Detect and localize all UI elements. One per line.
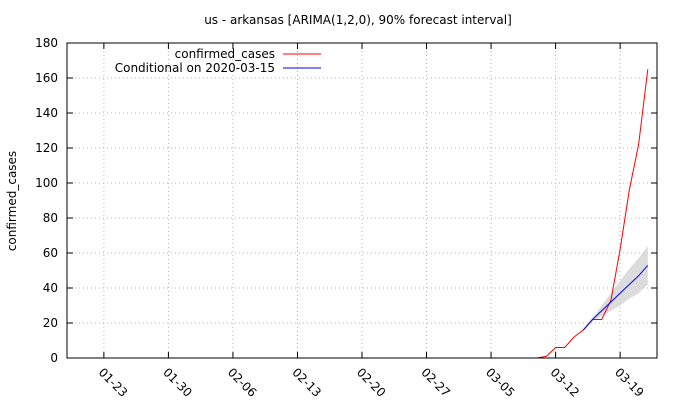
y-tick-label: 180 (35, 36, 58, 50)
y-axis-label: confirmed_cases (5, 151, 19, 251)
x-tick-label: 01-30 (160, 365, 195, 400)
chart-title: us - arkansas [ARIMA(1,2,0), 90% forecas… (204, 13, 512, 27)
x-tick-label: 02-13 (289, 365, 324, 400)
x-tick-label: 02-27 (418, 365, 453, 400)
legend-label-confirmed-cases: confirmed_cases (175, 47, 275, 61)
forecast-interval-layer (583, 246, 648, 330)
grid (67, 43, 657, 358)
y-tick-label: 120 (35, 141, 58, 155)
x-tick-label: 03-05 (483, 365, 518, 400)
legend-label-conditional: Conditional on 2020-03-15 (115, 61, 275, 75)
y-tick-label: 40 (43, 281, 58, 295)
y-tick-label: 60 (43, 246, 58, 260)
x-tick-label: 02-20 (354, 365, 389, 400)
y-tick-label: 20 (43, 316, 58, 330)
y-tick-label: 80 (43, 211, 58, 225)
y-tick-label: 160 (35, 71, 58, 85)
y-tick-label: 0 (50, 351, 58, 365)
legend: confirmed_cases Conditional on 2020-03-1… (115, 47, 321, 75)
x-tick-label: 02-06 (225, 365, 260, 400)
x-tick-label: 03-19 (612, 365, 647, 400)
x-tick-label: 01-23 (96, 365, 131, 400)
plot-frame (66, 42, 658, 359)
forecast-interval-band (583, 246, 648, 330)
y-tick-label: 100 (35, 176, 58, 190)
x-tick-label: 03-12 (547, 365, 582, 400)
series-line-conditional-forecast (582, 264, 649, 331)
y-tick-label: 140 (35, 106, 58, 120)
